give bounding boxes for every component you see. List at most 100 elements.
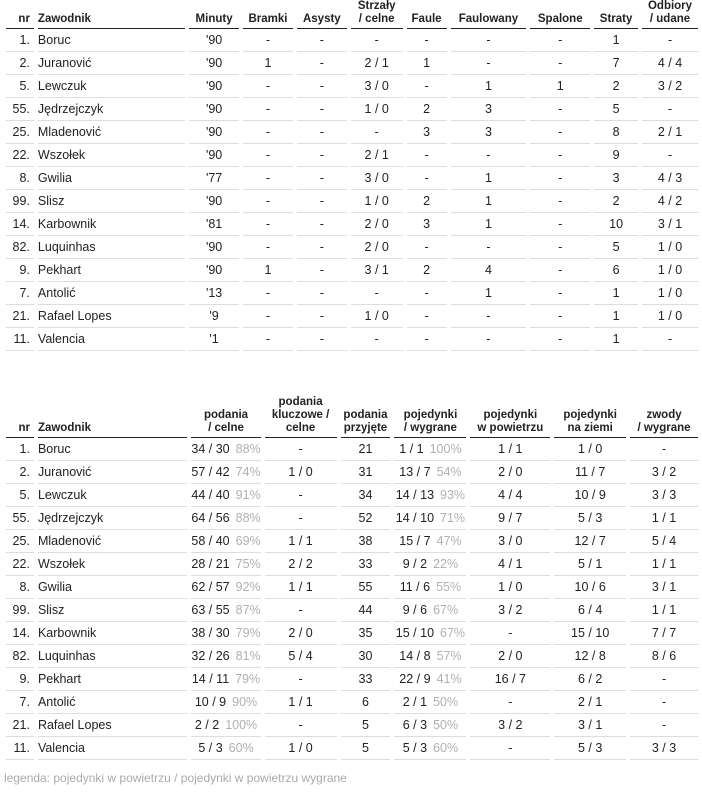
cell: 2. xyxy=(6,52,34,75)
cell: - xyxy=(350,121,403,144)
cell-value: 14 / 13 xyxy=(395,488,435,502)
cell: 2 / 1 50% xyxy=(394,691,467,714)
column-header: nr xyxy=(6,396,34,438)
cell-percent: 55% xyxy=(436,580,462,594)
cell: Mladenović xyxy=(37,530,188,553)
cell: 3 / 1 xyxy=(630,576,698,599)
cell-value: 58 / 40 xyxy=(191,534,230,548)
cell: 5 / 3 60% xyxy=(394,737,467,760)
header-line: nr xyxy=(18,422,30,434)
cell: 9 / 2 22% xyxy=(394,553,467,576)
column-header: pojedynki na ziemi xyxy=(554,396,627,438)
passing-duels-table: nr Zawodnik podania / celne podania kluczowe … xyxy=(2,396,702,760)
cell: '90 xyxy=(189,144,240,167)
cell: Luquinhas xyxy=(37,236,186,259)
cell: 3 / 1 xyxy=(642,213,698,236)
table-head: nr Zawodnik Minuty Bramki Asysty Strzały / cel… xyxy=(6,0,698,29)
cell: - xyxy=(296,52,347,75)
column-header: Asysty xyxy=(296,0,347,29)
cell: 1 / 0 xyxy=(350,305,403,328)
cell: - xyxy=(642,98,698,121)
cell: - xyxy=(630,668,698,691)
column-header: pojedynki w powietrzu xyxy=(470,396,551,438)
column-header: podania kluczowe / celne xyxy=(264,396,337,438)
cell: - xyxy=(630,438,698,461)
column-header: podania przyjęte xyxy=(340,396,391,438)
cell-percent: 88% xyxy=(235,511,261,525)
cell: 63 / 55 87% xyxy=(191,599,261,622)
cell-percent: 87% xyxy=(235,603,261,617)
column-header: pojedynki / wygrane xyxy=(394,396,467,438)
cell: 25. xyxy=(6,530,34,553)
cell: 9. xyxy=(6,668,34,691)
cell: - xyxy=(264,599,337,622)
cell: 4 xyxy=(450,259,527,282)
cell: 57 / 42 74% xyxy=(191,461,261,484)
cell-value: 15 / 7 xyxy=(399,534,431,548)
cell: '77 xyxy=(189,167,240,190)
cell: - xyxy=(406,305,447,328)
cell: 11 / 7 xyxy=(554,461,627,484)
cell: 2 / 0 xyxy=(350,236,403,259)
cell: - xyxy=(530,213,591,236)
cell: 7 / 7 xyxy=(630,622,698,645)
cell: 6 / 4 xyxy=(554,599,627,622)
cell: 6 xyxy=(340,691,391,714)
cell: 2 / 2 100% xyxy=(191,714,261,737)
cell-value: 62 / 57 xyxy=(191,580,230,594)
header-row: nr Zawodnik podania / celne podania kluczowe … xyxy=(6,396,698,438)
cell: '90 xyxy=(189,75,240,98)
cell: '90 xyxy=(189,259,240,282)
cell: - xyxy=(296,167,347,190)
player-row: 7. Antolić '13- - - -1-1 1 / 0 xyxy=(6,282,698,305)
cell: 62 / 57 92% xyxy=(191,576,261,599)
cell: - xyxy=(530,305,591,328)
cell: 5 xyxy=(340,737,391,760)
cell: Gwilia xyxy=(37,576,188,599)
cell: 1 / 0 xyxy=(554,438,627,461)
cell: - xyxy=(296,121,347,144)
header-line: pojedynki xyxy=(403,409,458,421)
cell: - xyxy=(406,144,447,167)
cell: - xyxy=(530,98,591,121)
cell-percent: 50% xyxy=(433,718,459,732)
cell: 3 / 2 xyxy=(642,75,698,98)
cell: 1 / 1 xyxy=(470,438,551,461)
cell: Rafael Lopes xyxy=(37,714,188,737)
cell: '81 xyxy=(189,213,240,236)
cell: 44 / 40 91% xyxy=(191,484,261,507)
cell: - xyxy=(530,282,591,305)
cell-percent: 41% xyxy=(436,672,462,686)
cell: 2 / 1 xyxy=(554,691,627,714)
cell-value: 22 / 9 xyxy=(399,672,431,686)
player-row: 1. Boruc '90- - - - - -1- xyxy=(6,29,698,52)
cell: 82. xyxy=(6,645,34,668)
cell: '9 xyxy=(189,305,240,328)
cell: - xyxy=(630,691,698,714)
cell: 38 xyxy=(340,530,391,553)
cell: 5 / 3 60% xyxy=(191,737,261,760)
cell: 1 xyxy=(594,305,639,328)
cell: Juranović xyxy=(37,461,188,484)
cell: 34 / 30 88% xyxy=(191,438,261,461)
cell: 99. xyxy=(6,190,34,213)
cell: 4 / 3 xyxy=(642,167,698,190)
cell: '90 xyxy=(189,121,240,144)
cell: - xyxy=(530,29,591,52)
cell: 4 / 4 xyxy=(642,52,698,75)
header-line: Zawodnik xyxy=(37,422,91,434)
cell: 14 / 11 79% xyxy=(191,668,261,691)
cell: 22. xyxy=(6,553,34,576)
cell-percent: 100% xyxy=(429,442,462,456)
cell: 1 xyxy=(594,328,639,351)
cell: - xyxy=(243,98,293,121)
match-stats-table: nr Zawodnik Minuty Bramki Asysty Strzały / cel… xyxy=(2,0,702,351)
cell: - xyxy=(296,282,347,305)
cell: Juranović xyxy=(37,52,186,75)
cell-percent: 79% xyxy=(235,672,261,686)
